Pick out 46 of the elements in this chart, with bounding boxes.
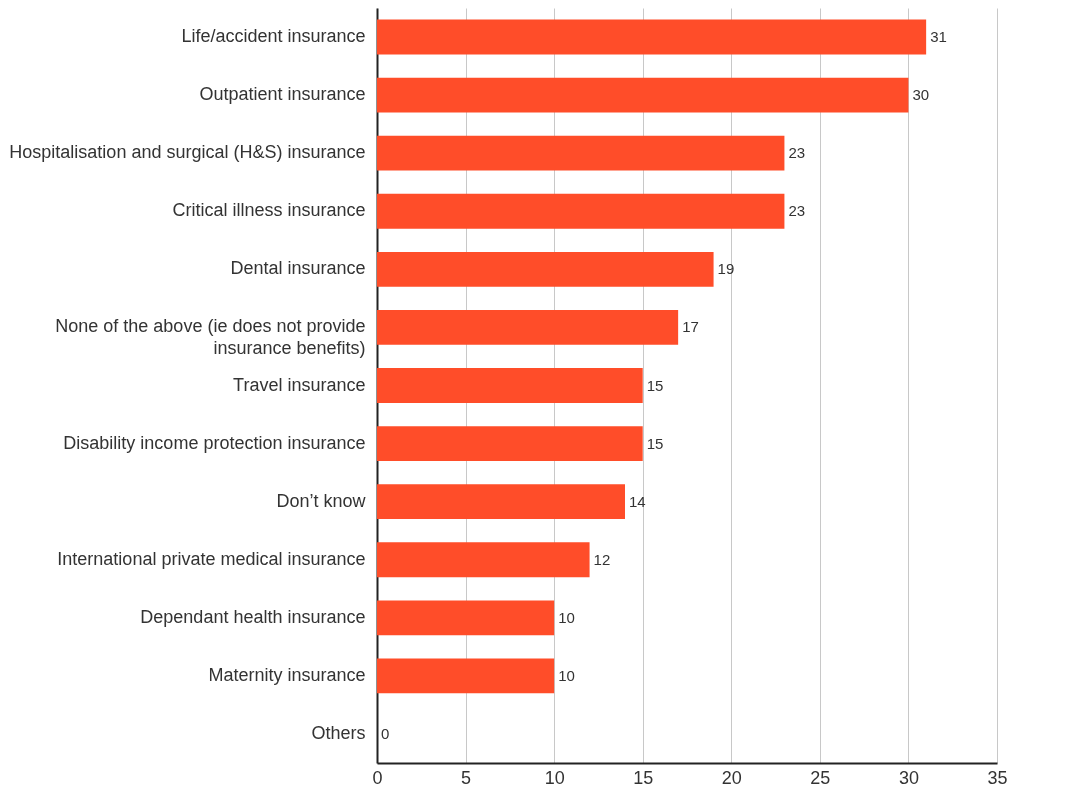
data-label: 19 xyxy=(717,260,735,278)
x-tick-label: 5 xyxy=(461,767,472,788)
y-tick-label: Travel insurance xyxy=(233,374,366,395)
x-tick-label: 35 xyxy=(987,767,1008,788)
y-tick-label: Others xyxy=(311,722,366,743)
y-tick-label: Maternity insurance xyxy=(208,664,366,685)
x-tick-label: 10 xyxy=(544,767,565,788)
bar xyxy=(377,484,625,520)
y-tick-label: Life/accident insurance xyxy=(181,26,366,47)
data-label: 14 xyxy=(629,492,646,510)
data-label: 10 xyxy=(558,666,575,684)
bar xyxy=(377,251,714,287)
data-label: 0 xyxy=(381,724,390,742)
data-label: 23 xyxy=(788,202,806,220)
x-tick-label: 0 xyxy=(372,767,383,788)
bar xyxy=(377,310,679,345)
data-label: 10 xyxy=(558,608,575,626)
data-label: 31 xyxy=(930,28,947,46)
y-tick-label: Dependant health insurance xyxy=(140,606,366,627)
data-label: 17 xyxy=(682,318,699,336)
y-tick-label: None of the above (ie does not provide insurance benefits) xyxy=(55,316,366,359)
y-tick-label: Hospitalisation and surgical (H&S) insurance xyxy=(9,142,366,163)
y-tick-label: Outpatient insurance xyxy=(199,84,366,105)
bar xyxy=(377,658,555,694)
data-label: 12 xyxy=(593,550,611,568)
x-tick-label: 20 xyxy=(721,767,742,788)
bar xyxy=(377,135,785,171)
bar xyxy=(377,426,643,461)
bar xyxy=(377,368,643,403)
y-tick-label: International private medical insurance xyxy=(57,548,366,569)
x-tick-label: 30 xyxy=(898,767,919,788)
y-tick-label: Critical illness insurance xyxy=(172,200,366,221)
bar xyxy=(377,542,590,578)
bar xyxy=(377,19,927,55)
y-tick-label: Disability income protection insurance xyxy=(63,432,366,453)
y-tick-label: Don’t know xyxy=(276,490,367,511)
data-label: 15 xyxy=(646,434,664,452)
data-label: 23 xyxy=(788,144,806,162)
bar xyxy=(377,193,785,229)
x-tick-label: 15 xyxy=(633,767,654,788)
data-label: 15 xyxy=(646,376,664,394)
data-label: 30 xyxy=(912,86,930,104)
bar xyxy=(377,600,555,636)
bar xyxy=(377,77,909,113)
y-tick-label: Dental insurance xyxy=(230,258,366,279)
x-tick-label: 25 xyxy=(810,767,831,788)
